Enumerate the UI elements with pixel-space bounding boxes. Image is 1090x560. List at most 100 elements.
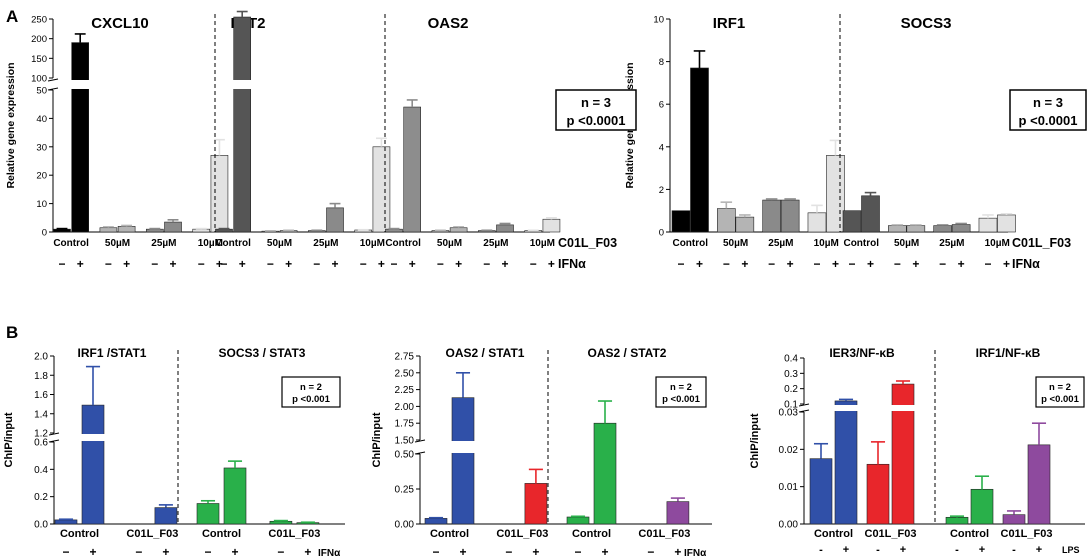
condition-label: C01L_F03 bbox=[496, 528, 548, 540]
y-tick-label: 1.6 bbox=[34, 390, 48, 401]
axis-break-mark bbox=[47, 78, 59, 82]
treatment-sign-label: + bbox=[409, 257, 416, 271]
y-tick-label: 150 bbox=[31, 54, 47, 65]
condition-label: C01L_F03 bbox=[1001, 528, 1053, 540]
condition-label: Control bbox=[843, 238, 879, 249]
y-tick-label: 2.75 bbox=[395, 352, 415, 363]
bar bbox=[735, 216, 755, 233]
treatment-sign-label: − bbox=[432, 545, 439, 559]
condition-label: 25µM bbox=[768, 238, 793, 249]
treatment-sign-label: + bbox=[304, 545, 311, 559]
bar bbox=[861, 195, 880, 233]
bar bbox=[888, 225, 907, 233]
bar bbox=[146, 228, 164, 233]
stat-box-b3-n: n = 2 bbox=[1049, 382, 1071, 393]
bar bbox=[54, 519, 78, 525]
treatment-sign-label: − bbox=[894, 257, 901, 271]
y-tick-label: 2.00 bbox=[395, 402, 415, 413]
group-title: SOCS3 / STAT3 bbox=[219, 346, 306, 360]
treatment-sign-label: − bbox=[768, 257, 775, 271]
stat-box-a1-p: p <0.0001 bbox=[567, 113, 626, 128]
condition-label: 10µM bbox=[985, 238, 1010, 249]
treatment-sign-label: + bbox=[979, 544, 985, 556]
group-title: IER3/NF-κB bbox=[829, 346, 895, 360]
y-tick-label: 1.2 bbox=[34, 429, 48, 440]
bar bbox=[1002, 514, 1026, 525]
treatment-sign-label: − bbox=[58, 257, 65, 271]
y-tick-label: 6 bbox=[659, 100, 664, 111]
treatment-label: IFNα bbox=[1012, 257, 1040, 271]
treatment-sign-label: - bbox=[819, 544, 823, 556]
condition-label: Control bbox=[215, 238, 251, 249]
treatment-sign-label: + bbox=[459, 545, 466, 559]
bar bbox=[196, 503, 220, 525]
bar bbox=[809, 458, 833, 525]
bar bbox=[690, 67, 709, 233]
bar bbox=[71, 42, 89, 233]
treatment-sign-label: − bbox=[647, 545, 654, 559]
condition-label: 10µM bbox=[198, 238, 223, 249]
y-tick-label: 0 bbox=[42, 228, 47, 239]
treatment-sign-label: + bbox=[843, 544, 849, 556]
stat-box-a2: n = 3 p <0.0001 bbox=[1009, 89, 1087, 131]
treatment-sign-label: − bbox=[198, 257, 205, 271]
bar bbox=[451, 397, 475, 525]
treatment-label: IFNα bbox=[318, 548, 341, 559]
y-tick-label: 100 bbox=[31, 74, 47, 85]
bar bbox=[164, 221, 182, 233]
stat-box-b3: n = 2 p <0.001 bbox=[1035, 376, 1085, 408]
treatment-sign-label: − bbox=[574, 545, 581, 559]
treatment-sign-label: + bbox=[170, 257, 177, 271]
treatment-sign-label: + bbox=[958, 257, 965, 271]
y-tick-label: 1.50 bbox=[395, 436, 415, 447]
stat-box-b2-frame bbox=[655, 376, 707, 408]
y-tick-label: 0.25 bbox=[395, 485, 415, 496]
bar bbox=[951, 224, 971, 233]
bar bbox=[671, 210, 691, 233]
y-tick-label: 0.02 bbox=[779, 445, 799, 456]
y-tick-label: 200 bbox=[31, 34, 47, 45]
axis-break-band bbox=[891, 405, 915, 411]
condition-label: Control bbox=[572, 528, 611, 540]
bar bbox=[372, 146, 391, 233]
compound-label: C01L_F03 bbox=[1012, 236, 1071, 250]
condition-label: C01L_F03 bbox=[268, 528, 320, 540]
chart-b2: 0.00 0.25 0.50 1.50 1.75 2.00 2.25 2.50 2.75 ChIP… bbox=[371, 346, 712, 559]
axis-break-mark bbox=[798, 403, 810, 407]
treatment-sign-label: + bbox=[832, 257, 839, 271]
bar bbox=[424, 518, 448, 525]
y-tick-label: 1.4 bbox=[34, 409, 48, 420]
treatment-sign-label: + bbox=[601, 545, 608, 559]
bar bbox=[826, 155, 845, 233]
y-tick-label: 20 bbox=[36, 171, 47, 182]
treatment-sign-label: − bbox=[135, 545, 142, 559]
stat-box-b1: n = 2 p <0.001 bbox=[281, 376, 341, 408]
bar bbox=[215, 228, 233, 233]
axis-break-mark bbox=[48, 439, 60, 443]
condition-label: 25µM bbox=[313, 238, 338, 249]
y-tick-label: 2 bbox=[659, 185, 664, 196]
condition-label: Control bbox=[202, 528, 241, 540]
bar bbox=[524, 483, 548, 525]
treatment-sign-label: − bbox=[360, 257, 367, 271]
bar bbox=[834, 400, 858, 525]
treatment-sign-label: − bbox=[483, 257, 490, 271]
bar bbox=[496, 224, 514, 233]
treatment-sign-label: + bbox=[89, 545, 96, 559]
stat-box-b2-p: p <0.001 bbox=[662, 394, 700, 405]
y-tick-label: 0.01 bbox=[779, 482, 799, 493]
treatment-sign-label: + bbox=[502, 257, 509, 271]
treatment-sign-label: − bbox=[723, 257, 730, 271]
treatment-sign-label: + bbox=[787, 257, 794, 271]
stat-box-a2-n: n = 3 bbox=[1033, 95, 1063, 110]
y-tick-label: 10 bbox=[653, 15, 664, 26]
treatment-sign-label: − bbox=[848, 257, 855, 271]
bar bbox=[842, 210, 862, 233]
y-axis-label: ChIP/input bbox=[749, 413, 761, 468]
treatment-sign-label: − bbox=[530, 257, 537, 271]
treatment-sign-label: + bbox=[532, 545, 539, 559]
treatment-sign-label: − bbox=[390, 257, 397, 271]
y-tick-label: 0.00 bbox=[779, 520, 799, 531]
y-tick-label: 4 bbox=[659, 142, 664, 153]
bar bbox=[906, 225, 926, 233]
